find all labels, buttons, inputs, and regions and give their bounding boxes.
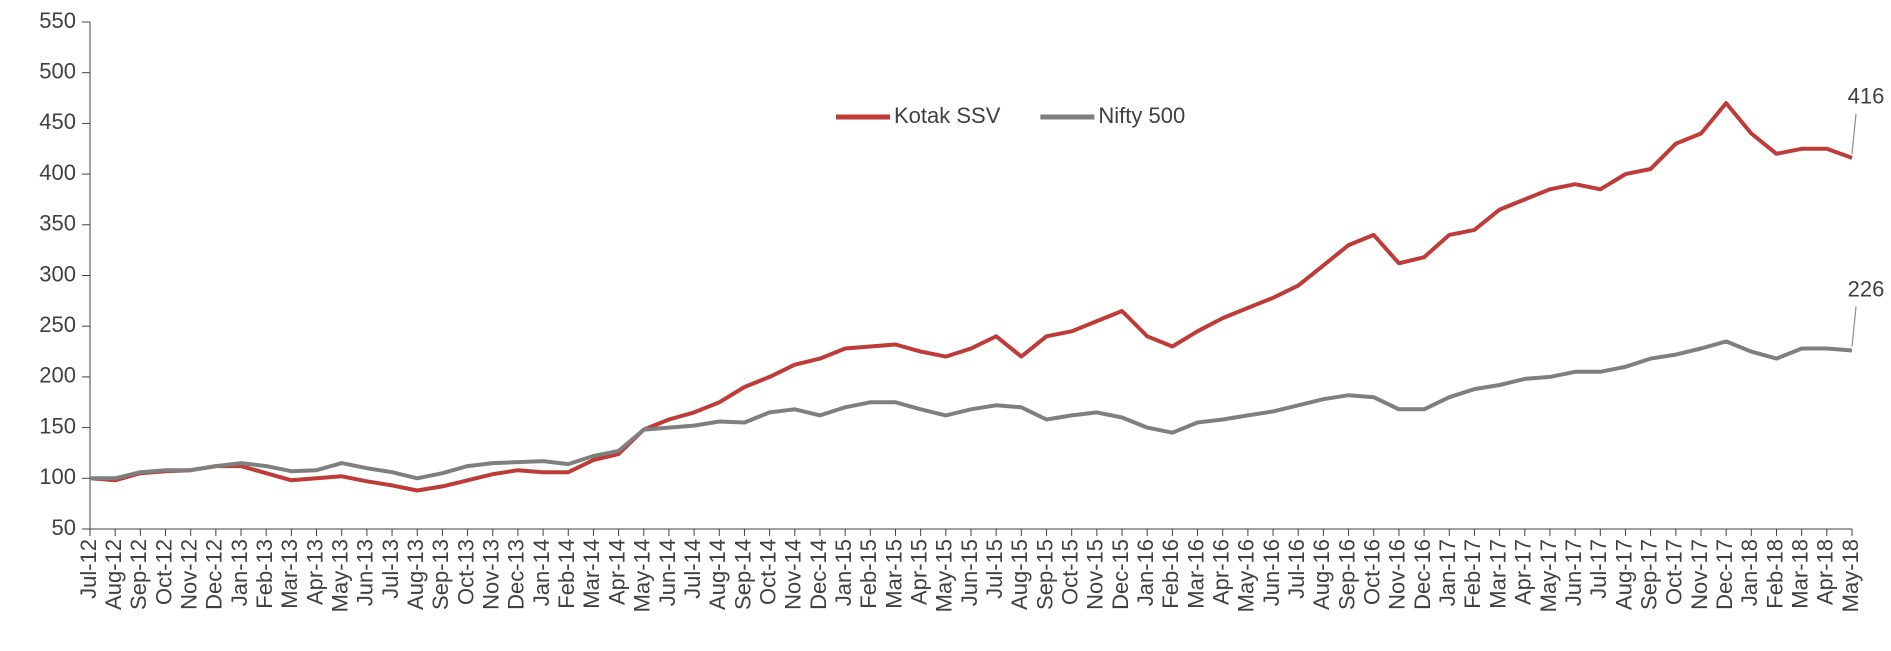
x-tick-label: Apr-13 bbox=[302, 539, 327, 605]
y-tick-label: 350 bbox=[39, 211, 76, 236]
y-tick-label: 400 bbox=[39, 160, 76, 185]
x-tick-label: Jul-14 bbox=[680, 539, 705, 599]
x-tick-label: Oct-14 bbox=[755, 539, 780, 605]
x-tick-label: Jan-16 bbox=[1133, 539, 1158, 606]
x-tick-label: Oct-12 bbox=[151, 539, 176, 605]
y-tick-label: 100 bbox=[39, 464, 76, 489]
x-tick-label: Aug-15 bbox=[1007, 539, 1032, 610]
x-tick-label: Apr-14 bbox=[604, 539, 629, 605]
x-tick-label: Jul-17 bbox=[1586, 539, 1611, 599]
x-tick-label: Apr-18 bbox=[1813, 539, 1838, 605]
x-tick-label: Dec-14 bbox=[806, 539, 831, 610]
x-tick-label: Feb-13 bbox=[252, 539, 277, 609]
legend-label: Kotak SSV bbox=[894, 103, 1001, 128]
x-tick-label: Apr-15 bbox=[906, 539, 931, 605]
y-tick-label: 500 bbox=[39, 59, 76, 84]
x-tick-label: Nov-13 bbox=[479, 539, 504, 610]
y-tick-label: 250 bbox=[39, 312, 76, 337]
legend-label: Nifty 500 bbox=[1098, 103, 1185, 128]
x-tick-label: Jan-13 bbox=[227, 539, 252, 606]
x-tick-label: Jul-13 bbox=[378, 539, 403, 599]
x-tick-label: Jun-14 bbox=[655, 539, 680, 606]
x-tick-label: Mar-17 bbox=[1485, 539, 1510, 609]
x-tick-label: Sep-15 bbox=[1032, 539, 1057, 610]
label-leader bbox=[1851, 113, 1857, 154]
series-line bbox=[90, 339, 1853, 481]
x-tick-label: Jan-15 bbox=[831, 539, 856, 606]
x-tick-label: Sep-17 bbox=[1636, 539, 1661, 610]
y-tick-label: 50 bbox=[52, 515, 76, 540]
x-tick-label: Sep-13 bbox=[428, 539, 453, 610]
x-tick-label: Feb-16 bbox=[1158, 539, 1183, 609]
x-tick-label: May-14 bbox=[630, 539, 655, 612]
x-tick-label: Dec-16 bbox=[1410, 539, 1435, 610]
x-tick-label: Oct-15 bbox=[1057, 539, 1082, 605]
x-tick-label: Jun-16 bbox=[1259, 539, 1284, 606]
x-tick-label: Aug-14 bbox=[705, 539, 730, 610]
x-tick-label: Sep-16 bbox=[1334, 539, 1359, 610]
x-tick-label: Nov-16 bbox=[1385, 539, 1410, 610]
x-tick-label: Aug-12 bbox=[101, 539, 126, 610]
x-tick-label: Mar-15 bbox=[881, 539, 906, 609]
x-tick-label: Mar-16 bbox=[1183, 539, 1208, 609]
x-tick-label: Nov-15 bbox=[1083, 539, 1108, 610]
x-tick-label: Nov-17 bbox=[1687, 539, 1712, 610]
x-tick-label: Jan-14 bbox=[529, 539, 554, 606]
y-tick-label: 300 bbox=[39, 261, 76, 286]
x-tick-label: Dec-17 bbox=[1712, 539, 1737, 610]
x-tick-label: Oct-16 bbox=[1360, 539, 1385, 605]
x-tick-label: Jul-16 bbox=[1284, 539, 1309, 599]
x-tick-label: May-15 bbox=[932, 539, 957, 612]
x-tick-label: Apr-16 bbox=[1209, 539, 1234, 605]
data-label: 226 bbox=[1848, 276, 1885, 301]
x-tick-label: Jun-13 bbox=[353, 539, 378, 606]
x-tick-label: May-16 bbox=[1234, 539, 1259, 612]
x-tick-label: Sep-12 bbox=[126, 539, 151, 610]
x-tick-label: Mar-18 bbox=[1787, 539, 1812, 609]
data-label: 416 bbox=[1848, 84, 1885, 109]
x-tick-label: Mar-14 bbox=[579, 539, 604, 609]
x-tick-label: Sep-14 bbox=[730, 539, 755, 610]
x-tick-label: Feb-18 bbox=[1762, 539, 1787, 609]
x-tick-label: May-17 bbox=[1536, 539, 1561, 612]
x-tick-label: Aug-17 bbox=[1611, 539, 1636, 610]
x-tick-label: Feb-17 bbox=[1460, 539, 1485, 609]
x-tick-label: Mar-13 bbox=[277, 539, 302, 609]
x-tick-label: Jan-17 bbox=[1435, 539, 1460, 606]
x-tick-label: Oct-17 bbox=[1662, 539, 1687, 605]
label-leader bbox=[1851, 306, 1857, 347]
x-tick-label: Aug-16 bbox=[1309, 539, 1334, 610]
x-tick-label: Dec-12 bbox=[202, 539, 227, 610]
y-tick-label: 450 bbox=[39, 109, 76, 134]
x-tick-label: Nov-12 bbox=[176, 539, 201, 610]
x-tick-label: Jun-17 bbox=[1561, 539, 1586, 606]
x-tick-label: Jul-15 bbox=[982, 539, 1007, 599]
x-tick-label: Jan-18 bbox=[1737, 539, 1762, 606]
x-tick-label: Oct-13 bbox=[453, 539, 478, 605]
y-tick-label: 200 bbox=[39, 363, 76, 388]
x-tick-label: Nov-14 bbox=[781, 539, 806, 610]
x-tick-label: Jun-15 bbox=[957, 539, 982, 606]
x-tick-label: Feb-15 bbox=[856, 539, 881, 609]
x-tick-label: May-18 bbox=[1838, 539, 1863, 612]
x-tick-label: Aug-13 bbox=[403, 539, 428, 610]
y-tick-label: 550 bbox=[39, 8, 76, 33]
x-tick-label: Feb-14 bbox=[554, 539, 579, 609]
x-tick-label: May-13 bbox=[328, 539, 353, 612]
x-tick-label: Dec-15 bbox=[1108, 539, 1133, 610]
series-line bbox=[89, 101, 1853, 493]
x-tick-label: Jul-12 bbox=[76, 539, 101, 599]
y-tick-label: 150 bbox=[39, 413, 76, 438]
x-tick-label: Apr-17 bbox=[1511, 539, 1536, 605]
x-tick-label: Dec-13 bbox=[504, 539, 529, 610]
